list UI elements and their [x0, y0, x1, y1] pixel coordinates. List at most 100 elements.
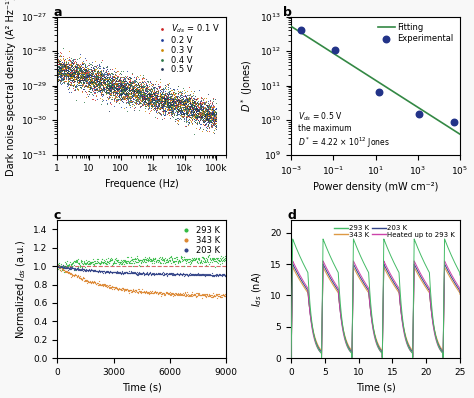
Point: [73, 82, 80, 88]
Point: [204, 109, 211, 115]
Point: [154, 100, 162, 106]
Point: [91, 68, 98, 74]
Point: [134, 92, 142, 99]
Point: [164, 103, 172, 110]
Point: [100, 259, 108, 265]
Point: [155, 270, 163, 277]
Point: [163, 257, 171, 263]
Point: [109, 284, 117, 291]
Point: [154, 96, 161, 102]
Point: [119, 82, 127, 88]
Point: [169, 258, 176, 265]
Point: [197, 105, 205, 111]
Point: [57, 57, 65, 63]
Point: [87, 78, 95, 84]
Point: [87, 267, 95, 273]
Point: [103, 70, 111, 76]
Point: [66, 75, 74, 82]
Point: [200, 111, 207, 117]
Point: [201, 110, 208, 117]
Point: [209, 258, 216, 264]
Point: [143, 290, 150, 297]
Point: [200, 111, 208, 117]
Point: [139, 86, 147, 93]
Point: [184, 271, 191, 277]
Point: [125, 85, 133, 91]
Point: [165, 90, 173, 96]
Point: [199, 118, 207, 124]
Point: [173, 101, 180, 107]
Point: [179, 101, 187, 107]
Point: [132, 93, 140, 100]
Point: [156, 259, 164, 266]
Point: [128, 80, 136, 87]
Point: [150, 84, 158, 91]
Point: [103, 84, 110, 90]
Point: [76, 70, 84, 76]
Point: [191, 115, 199, 121]
Point: [183, 114, 191, 120]
Legend: 293 K, 343 K, 203 K: 293 K, 343 K, 203 K: [176, 224, 222, 257]
Point: [178, 94, 185, 100]
Point: [93, 78, 101, 84]
Point: [203, 127, 211, 134]
Point: [184, 101, 192, 107]
Point: [105, 78, 113, 84]
Point: [201, 113, 208, 119]
Point: [109, 283, 117, 290]
Point: [155, 102, 162, 108]
Point: [199, 271, 206, 277]
Point: [100, 85, 108, 92]
Point: [177, 97, 185, 103]
Point: [220, 256, 228, 262]
Point: [83, 68, 91, 75]
Point: [120, 96, 128, 103]
Point: [129, 93, 137, 99]
Point: [182, 95, 190, 101]
Point: [64, 64, 72, 71]
Point: [91, 87, 99, 93]
Point: [194, 109, 202, 116]
Point: [122, 86, 129, 92]
Point: [103, 62, 110, 69]
Point: [92, 82, 100, 88]
Point: [108, 73, 116, 79]
Point: [158, 92, 166, 99]
Point: [104, 89, 111, 95]
Point: [72, 272, 80, 278]
Point: [131, 91, 139, 98]
Point: [71, 267, 79, 273]
Point: [81, 74, 89, 80]
Point: [61, 70, 69, 76]
Point: [181, 98, 189, 105]
Point: [103, 261, 111, 267]
Point: [192, 112, 200, 118]
Point: [118, 78, 126, 84]
Point: [185, 107, 192, 113]
Point: [175, 107, 183, 113]
Point: [155, 102, 163, 109]
Point: [154, 257, 161, 263]
Point: [100, 268, 108, 274]
Point: [55, 59, 62, 65]
Point: [92, 80, 100, 87]
Point: [124, 260, 131, 267]
Point: [157, 271, 164, 277]
Point: [111, 285, 118, 291]
Point: [57, 74, 64, 80]
Point: [97, 82, 105, 88]
Point: [128, 95, 135, 101]
Point: [93, 87, 101, 94]
Point: [119, 95, 127, 101]
Point: [66, 71, 73, 77]
Point: [106, 82, 114, 89]
Point: [99, 260, 107, 266]
Point: [89, 96, 96, 103]
Point: [177, 106, 184, 112]
Point: [174, 291, 182, 298]
Point: [117, 77, 124, 84]
Point: [161, 92, 169, 98]
Point: [200, 107, 207, 114]
Point: [83, 73, 91, 79]
Point: [110, 86, 118, 93]
